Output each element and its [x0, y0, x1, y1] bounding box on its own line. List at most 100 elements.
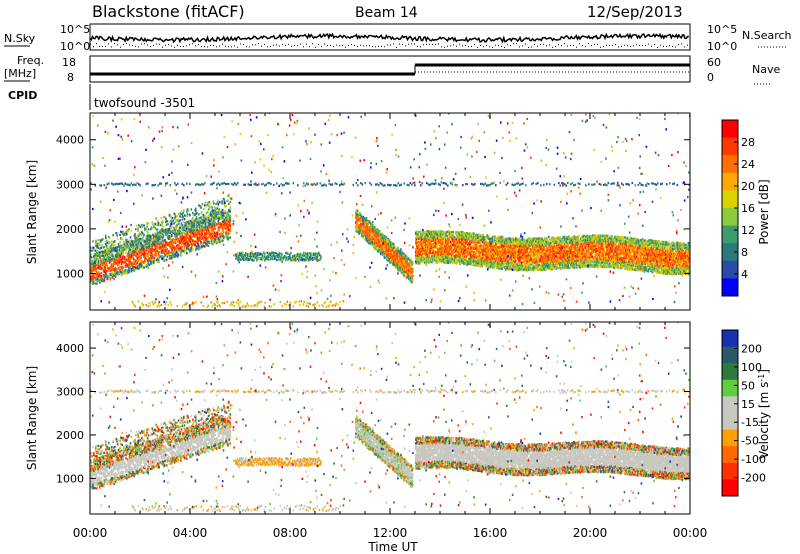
- power-cell: [368, 229, 371, 232]
- power-cell: [304, 258, 306, 261]
- nsky-line: [89, 32, 689, 44]
- power-cell: [120, 274, 123, 277]
- power-cell: [237, 257, 239, 260]
- power-cell: [382, 249, 385, 252]
- power-cell: [195, 212, 197, 216]
- power-cell: [255, 253, 257, 256]
- power-cell: [105, 244, 108, 247]
- power-cell: [151, 259, 154, 263]
- power-cell: [218, 209, 220, 212]
- power-cell: [215, 202, 217, 206]
- power-cell: [270, 252, 272, 255]
- power-cell: [419, 230, 421, 233]
- power-cell: [437, 253, 440, 256]
- nsearch-dot: [351, 44, 352, 46]
- power-cell: [99, 281, 101, 284]
- power-cell: [194, 243, 196, 246]
- power-cell: [385, 236, 388, 239]
- power-cell: [396, 249, 398, 252]
- power-cell: [161, 245, 163, 249]
- power-cell: [290, 251, 292, 255]
- power-cell: [114, 262, 116, 265]
- power-cell: [201, 232, 204, 236]
- power-cell: [367, 223, 370, 227]
- power-cell: [380, 252, 382, 255]
- power-cell: [215, 218, 217, 221]
- power-cell: [226, 237, 229, 240]
- power-cell: [94, 249, 97, 252]
- power-cell: [116, 234, 118, 237]
- nsearch-dot: [366, 45, 367, 47]
- power-cell: [243, 255, 245, 259]
- power-cell: [356, 222, 359, 226]
- power-cell: [171, 248, 174, 252]
- power-cell: [402, 264, 405, 267]
- power-cell: [128, 269, 130, 272]
- power-cell: [114, 272, 116, 275]
- nsearch-dot: [306, 43, 307, 45]
- power-cell: [265, 256, 267, 259]
- power-cell: [441, 240, 444, 243]
- power-cell: [140, 255, 142, 258]
- power-cell: [371, 224, 374, 227]
- power-cell: [99, 265, 102, 268]
- power-cell: [185, 249, 187, 253]
- power-cell: [295, 254, 297, 258]
- power-cell: [154, 227, 157, 230]
- power-cell: [211, 220, 214, 223]
- power-cell: [125, 238, 127, 241]
- power-cell: [358, 231, 360, 234]
- power-cell: [210, 211, 212, 214]
- power-cell: [364, 219, 366, 222]
- power-cell: [420, 259, 423, 262]
- power-cell: [408, 275, 410, 278]
- power-cell: [120, 252, 123, 255]
- nsearch-tick-top: 10^5: [707, 23, 737, 36]
- power-cell: [199, 221, 202, 224]
- power-cell: [431, 261, 433, 264]
- power-cell: [96, 261, 98, 264]
- power-cell: [432, 234, 435, 237]
- power-cell: [134, 232, 136, 236]
- power-cell: [371, 225, 373, 228]
- power-cell: [398, 255, 401, 258]
- power-cell: [280, 258, 282, 261]
- power-cell: [139, 225, 142, 229]
- power-cell: [422, 242, 425, 245]
- power-cell: [137, 253, 139, 256]
- power-cell: [179, 215, 181, 218]
- power-cell: [102, 263, 104, 267]
- power-cell: [139, 252, 142, 255]
- power-cell: [127, 240, 130, 244]
- power-cell: [115, 274, 118, 277]
- nsky-panel: [89, 23, 691, 51]
- power-cell: [366, 232, 369, 235]
- nsearch-dot: [288, 43, 289, 45]
- nsearch-dot: [591, 44, 592, 46]
- power-cell: [219, 238, 222, 241]
- power-cell: [144, 261, 146, 265]
- nsearch-dot: [114, 43, 115, 45]
- power-cell: [159, 244, 161, 248]
- power-cell: [99, 253, 102, 256]
- power-cell: [129, 263, 131, 266]
- power-cell: [388, 239, 391, 242]
- power-cell: [120, 237, 122, 240]
- power-cell: [397, 247, 400, 250]
- nsearch-dot: [510, 45, 511, 47]
- power-cell: [408, 261, 411, 264]
- power-cell: [178, 221, 181, 225]
- power-cell: [126, 229, 128, 232]
- power-cell: [428, 232, 431, 236]
- power-cell: [366, 238, 368, 242]
- power-cell: [244, 253, 246, 257]
- power-cell: [204, 233, 206, 236]
- power-cell: [93, 276, 95, 279]
- power-cell: [423, 245, 425, 248]
- power-cell: [141, 263, 143, 266]
- power-cell: [147, 234, 149, 237]
- nsearch-dot: [492, 46, 493, 48]
- power-cell: [219, 217, 222, 220]
- power-cell: [122, 265, 124, 269]
- power-cell: [195, 230, 198, 234]
